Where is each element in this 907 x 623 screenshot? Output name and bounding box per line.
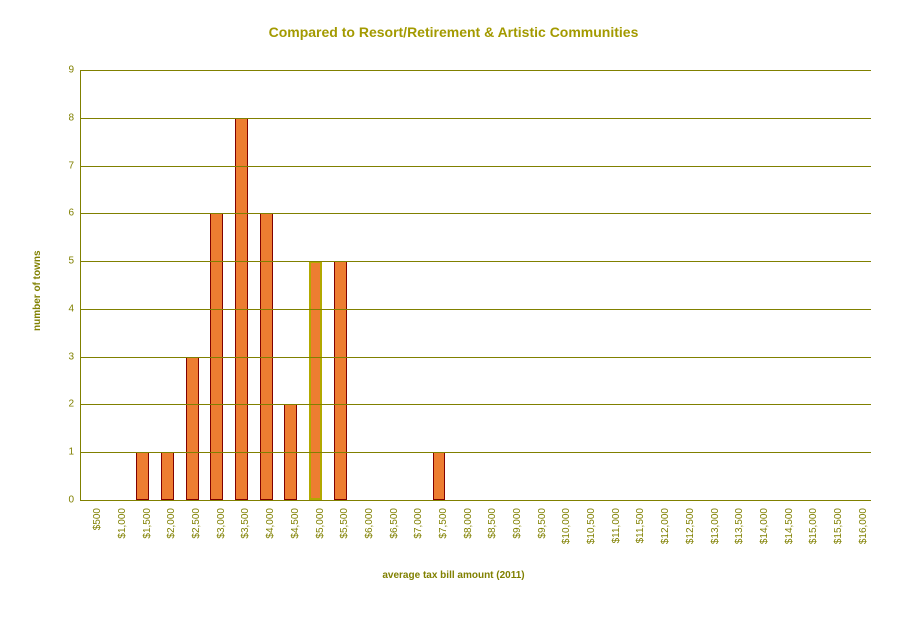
x-tick-label: $16,000 xyxy=(858,508,869,608)
x-tick-label: $11,500 xyxy=(635,508,646,608)
gridline xyxy=(81,404,871,405)
x-tick-label: $9,500 xyxy=(537,508,548,608)
y-tick-label: 7 xyxy=(50,160,74,171)
gridline xyxy=(81,309,871,310)
x-tick-label: $8,000 xyxy=(463,508,474,608)
x-tick-label: $12,500 xyxy=(685,508,696,608)
y-axis-label: number of towns xyxy=(32,250,43,331)
y-tick-label: 3 xyxy=(50,351,74,362)
gridline xyxy=(81,118,871,119)
gridline xyxy=(81,452,871,453)
x-tick-label: $500 xyxy=(92,508,103,608)
bar xyxy=(433,452,446,500)
x-tick-label: $10,500 xyxy=(586,508,597,608)
gridline xyxy=(81,213,871,214)
x-tick-label: $2,000 xyxy=(166,508,177,608)
gridline xyxy=(81,357,871,358)
bar xyxy=(161,452,174,500)
x-tick-label: $11,000 xyxy=(611,508,622,608)
bar xyxy=(136,452,149,500)
x-tick-label: $6,000 xyxy=(364,508,375,608)
x-tick-label: $7,000 xyxy=(413,508,424,608)
y-tick-label: 2 xyxy=(50,399,74,410)
x-tick-label: $15,000 xyxy=(808,508,819,608)
x-tick-label: $3,000 xyxy=(216,508,227,608)
x-tick-label: $4,000 xyxy=(265,508,276,608)
x-tick-label: $13,000 xyxy=(710,508,721,608)
bar xyxy=(334,261,347,500)
x-tick-label: $5,000 xyxy=(315,508,326,608)
x-tick-label: $7,500 xyxy=(438,508,449,608)
bars-layer xyxy=(81,70,871,500)
x-tick-label: $14,500 xyxy=(784,508,795,608)
y-tick-label: 4 xyxy=(50,303,74,314)
gridline xyxy=(81,166,871,167)
x-tick-label: $13,500 xyxy=(734,508,745,608)
x-tick-label: $14,000 xyxy=(759,508,770,608)
x-tick-label: $5,500 xyxy=(339,508,350,608)
bar xyxy=(309,261,322,500)
y-tick-label: 5 xyxy=(50,256,74,267)
x-tick-label: $8,500 xyxy=(487,508,498,608)
y-tick-label: 0 xyxy=(50,495,74,506)
x-tick-label: $9,000 xyxy=(512,508,523,608)
y-tick-label: 8 xyxy=(50,112,74,123)
y-tick-label: 1 xyxy=(50,447,74,458)
plot-area xyxy=(80,70,871,501)
chart-container: Compared to Resort/Retirement & Artistic… xyxy=(0,0,907,623)
x-tick-label: $15,500 xyxy=(833,508,844,608)
x-tick-label: $2,500 xyxy=(191,508,202,608)
x-tick-label: $10,000 xyxy=(561,508,572,608)
x-tick-label: $1,000 xyxy=(117,508,128,608)
bar xyxy=(186,357,199,500)
x-tick-label: $6,500 xyxy=(389,508,400,608)
chart-title: Compared to Resort/Retirement & Artistic… xyxy=(0,24,907,40)
y-tick-label: 6 xyxy=(50,208,74,219)
x-tick-label: $12,000 xyxy=(660,508,671,608)
y-tick-label: 9 xyxy=(50,65,74,76)
gridline xyxy=(81,70,871,71)
x-tick-label: $1,500 xyxy=(142,508,153,608)
x-axis-label: average tax bill amount (2011) xyxy=(0,570,907,581)
x-tick-label: $4,500 xyxy=(290,508,301,608)
x-tick-label: $3,500 xyxy=(240,508,251,608)
gridline xyxy=(81,261,871,262)
